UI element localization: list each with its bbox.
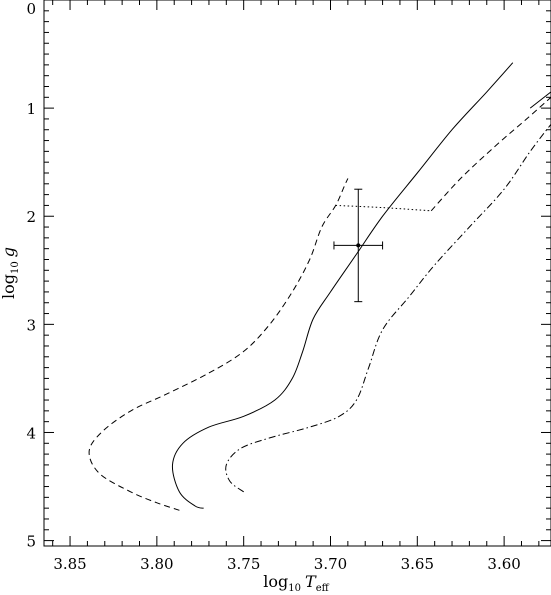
x-tick-label: 3.75 [227,555,260,573]
curve-dotted-1 [335,204,432,212]
isochrone-curves [88,62,551,511]
y-tick-label: 1 [26,100,36,118]
x-tick-label: 3.65 [401,555,434,573]
curve-dashed-2 [430,96,551,212]
y-axis-ticks: 0 1 2 3 4 5 [26,0,551,551]
y-axis-label: log10g [0,247,21,299]
curve-solid-4 [529,91,551,109]
y-tick-label: 2 [26,208,36,226]
y-tick-label: 3 [26,316,36,334]
y-tick-label: 4 [26,424,36,442]
y-tick-label: 5 [26,533,36,551]
curve-solid-3 [171,62,514,509]
error-bar-point [333,188,384,303]
x-axis-label: log10 Teff [263,572,329,594]
x-tick-label: 3.80 [140,555,173,573]
x-tick-label: 3.70 [314,555,347,573]
x-tick-label: 3.60 [487,555,520,573]
curve-dashed-0 [88,178,349,511]
curve-dashdot-5 [225,123,551,493]
x-axis-ticks: 3.85 3.80 3.75 3.70 3.65 3.60 [52,0,540,573]
x-tick-label: 3.85 [53,555,86,573]
plot-frame [43,0,551,547]
y-tick-label: 0 [26,0,36,18]
data-point [356,243,361,248]
